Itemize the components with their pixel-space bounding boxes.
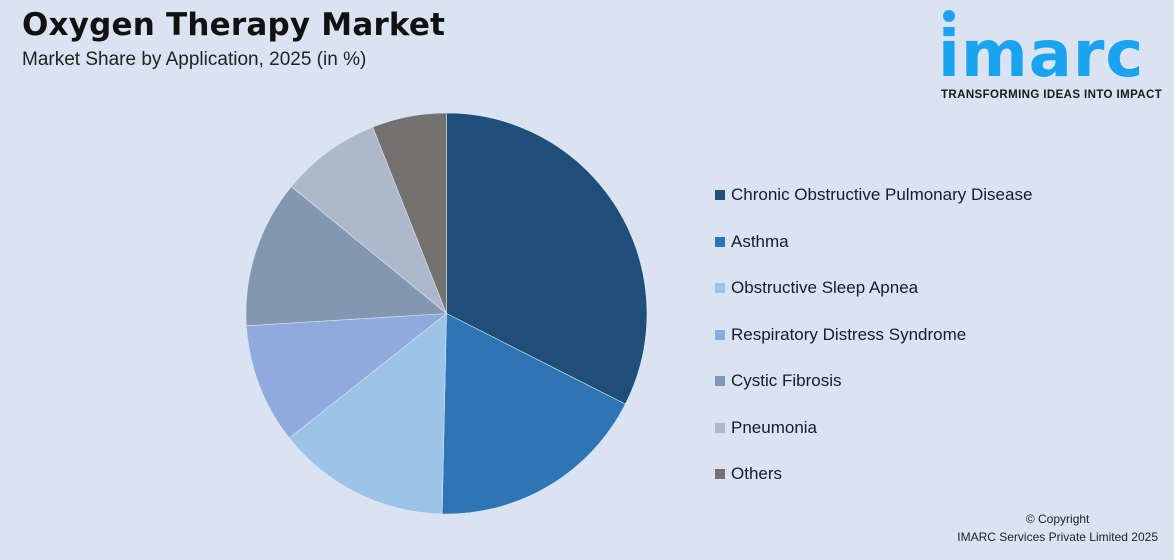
legend-swatch <box>715 469 725 480</box>
legend-label: Chronic Obstructive Pulmonary Disease <box>731 185 1033 205</box>
legend-swatch <box>715 190 725 201</box>
logo-dot-icon <box>943 10 955 22</box>
pie-slice <box>446 112 648 405</box>
legend-label: Obstructive Sleep Apnea <box>731 278 919 298</box>
pie-slice <box>372 112 447 314</box>
logo-tagline: TRANSFORMING IDEAS INTO IMPACT <box>941 89 1163 101</box>
chart-legend: Chronic Obstructive Pulmonary Disease As… <box>715 172 1032 498</box>
legend-item: Cystic Fibrosis <box>715 358 1032 405</box>
pie-slice <box>290 126 448 315</box>
legend-swatch <box>715 422 725 433</box>
legend-swatch <box>715 236 725 247</box>
copyright-owner: IMARC Services Private Limited 2025 <box>957 530 1158 544</box>
legend-label: Asthma <box>731 231 789 251</box>
copyright-line: © Copyright <box>1025 512 1090 526</box>
imarc-logo: imarc TRANSFORMING IDEAS INTO IMPACT <box>936 6 1166 106</box>
copyright-notice: © Copyright IMARC Services Private Limit… <box>957 510 1158 546</box>
legend-label: Others <box>731 464 783 484</box>
logo-wordmark: imarc <box>938 18 1145 92</box>
chart-title: Oxygen Therapy Market <box>22 7 446 43</box>
legend-swatch <box>715 329 725 340</box>
pie-slice <box>441 313 626 515</box>
legend-label: Pneumonia <box>731 417 818 437</box>
legend-swatch <box>715 283 725 294</box>
legend-item: Obstructive Sleep Apnea <box>715 265 1032 312</box>
pie-slice <box>245 186 448 327</box>
pie-slice <box>246 313 448 439</box>
legend-item: Asthma <box>715 219 1032 266</box>
chart-subtitle: Market Share by Application, 2025 (in %) <box>22 49 367 70</box>
legend-item: Chronic Obstructive Pulmonary Disease <box>715 172 1032 219</box>
legend-label: Cystic Fibrosis <box>731 371 842 391</box>
legend-item: Pneumonia <box>715 405 1032 452</box>
legend-item: Others <box>715 451 1032 498</box>
legend-label: Respiratory Distress Syndrome <box>731 324 967 344</box>
legend-swatch <box>715 376 725 387</box>
legend-item: Respiratory Distress Syndrome <box>715 312 1032 359</box>
pie-slice <box>288 312 447 515</box>
